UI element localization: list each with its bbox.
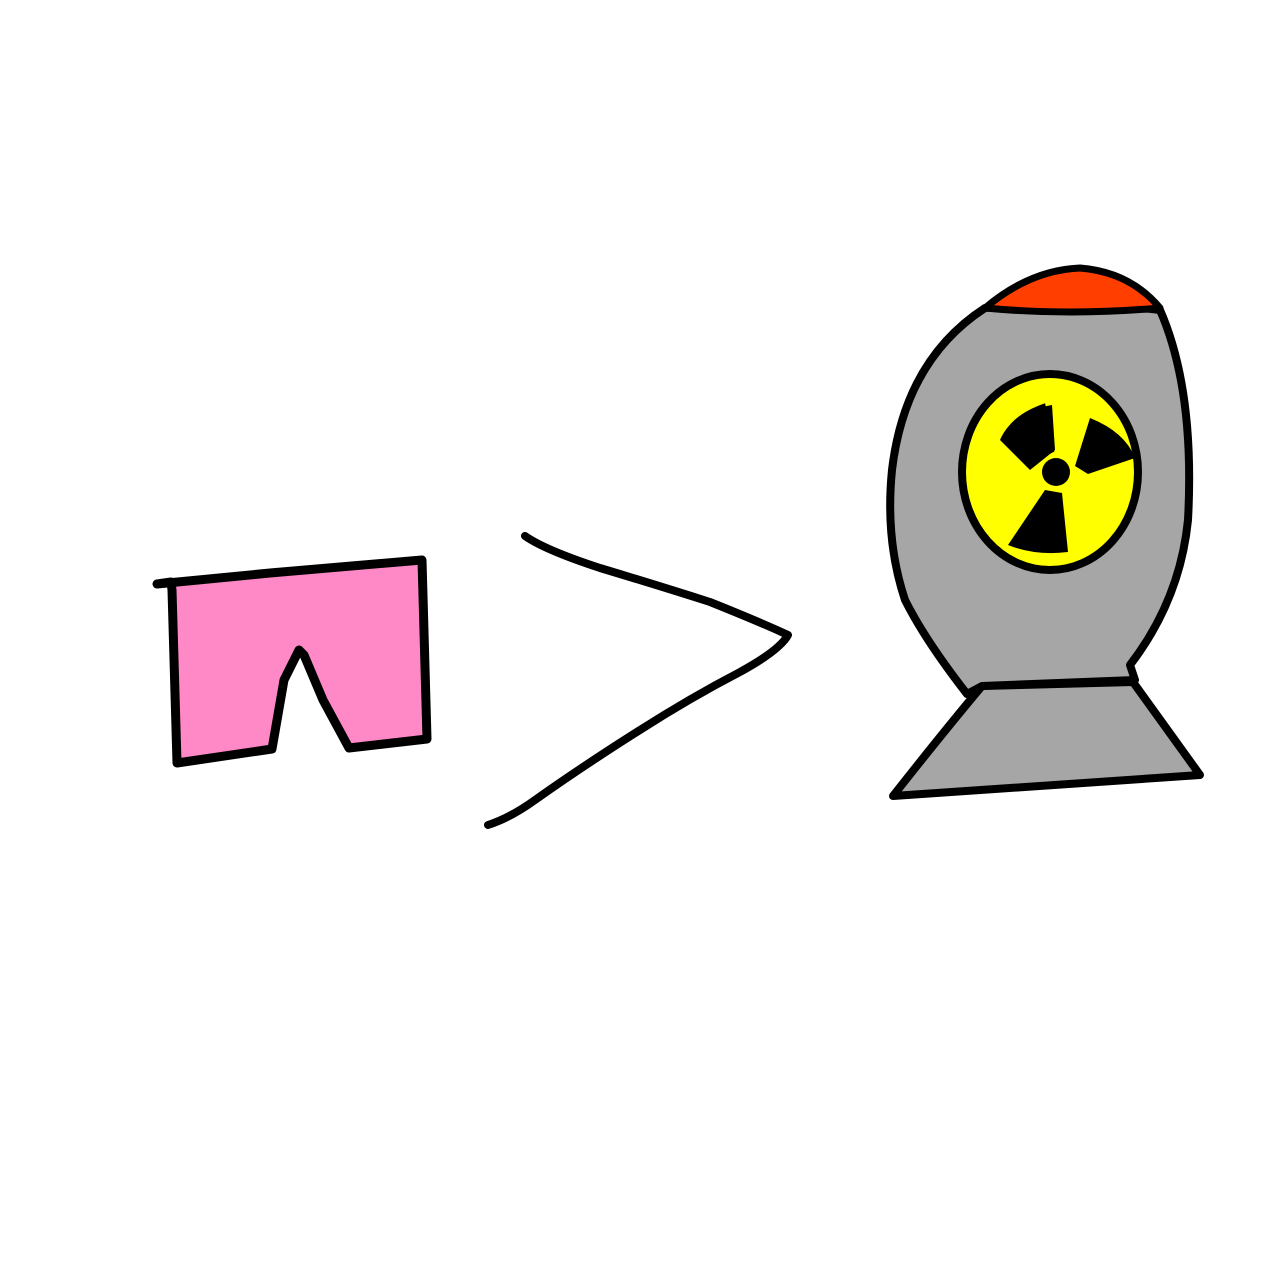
shorts-body	[152, 555, 432, 768]
shorts-icon	[152, 555, 432, 768]
bomb-base	[889, 678, 1204, 800]
bomb-tip	[981, 264, 1164, 316]
greater-than-symbol	[484, 532, 792, 829]
nuclear-bomb-icon	[886, 264, 1204, 800]
radiation-symbol-icon	[958, 370, 1142, 574]
